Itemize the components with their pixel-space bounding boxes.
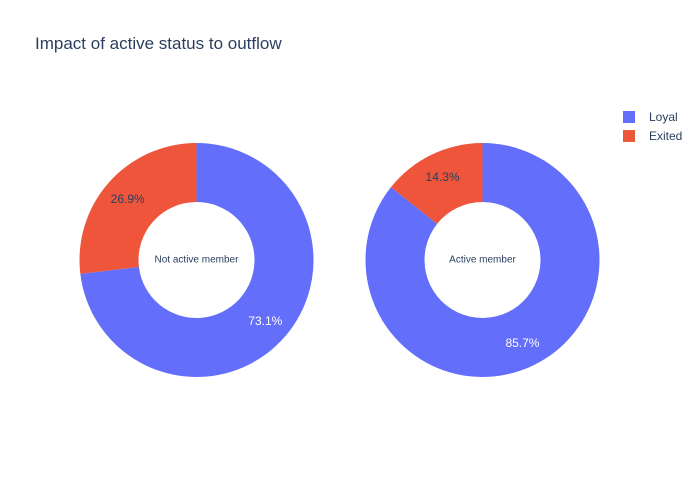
donut-1-center-label: Not active member — [155, 255, 240, 266]
donut-1-label-loyal: 73.1% — [248, 314, 282, 328]
donut-2-label-exited: 14.3% — [426, 170, 460, 184]
chart-title: Impact of active status to outflow — [35, 34, 282, 53]
legend: Loyal Exited — [623, 107, 682, 145]
donut-1-slice-loyal[interactable] — [80, 143, 314, 378]
legend-item-loyal[interactable]: Loyal — [623, 107, 682, 126]
legend-swatch-exited — [623, 129, 635, 142]
donut-1-slice-exited[interactable] — [79, 143, 197, 274]
legend-label-loyal: Loyal — [649, 109, 678, 124]
donut-2-slice-loyal[interactable] — [365, 143, 600, 377]
donut-2-label-loyal: 85.7% — [505, 336, 539, 350]
donut-2-slice-exited[interactable] — [390, 143, 483, 224]
legend-swatch-loyal — [623, 110, 635, 123]
donut-1-label-exited: 26.9% — [111, 192, 145, 206]
donut-2-center-label: Active member — [449, 255, 516, 266]
legend-item-exited[interactable]: Exited — [623, 126, 682, 145]
legend-label-exited: Exited — [649, 128, 683, 143]
